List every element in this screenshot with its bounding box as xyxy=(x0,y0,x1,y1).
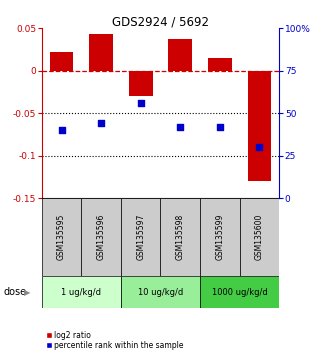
Text: GSM135595: GSM135595 xyxy=(57,214,66,261)
Bar xyxy=(160,198,200,276)
Bar xyxy=(200,198,240,276)
Bar xyxy=(50,52,74,71)
Bar xyxy=(200,276,279,308)
Point xyxy=(99,121,104,126)
Bar xyxy=(42,198,81,276)
Text: dose: dose xyxy=(3,287,26,297)
Bar xyxy=(81,198,121,276)
Point xyxy=(59,127,64,133)
Bar xyxy=(247,71,271,181)
Point xyxy=(138,100,143,106)
Bar xyxy=(89,34,113,71)
Point xyxy=(257,144,262,150)
Bar xyxy=(169,39,192,71)
Point xyxy=(178,124,183,130)
Legend: log2 ratio, percentile rank within the sample: log2 ratio, percentile rank within the s… xyxy=(46,331,184,350)
Text: GSM135596: GSM135596 xyxy=(97,214,106,261)
Bar xyxy=(240,198,279,276)
Bar xyxy=(121,276,200,308)
Point xyxy=(217,124,222,130)
Bar xyxy=(208,58,232,71)
Bar xyxy=(42,276,121,308)
Bar xyxy=(129,71,152,96)
Text: GSM135600: GSM135600 xyxy=(255,214,264,261)
Text: 1 ug/kg/d: 1 ug/kg/d xyxy=(61,287,101,297)
Title: GDS2924 / 5692: GDS2924 / 5692 xyxy=(112,15,209,28)
Text: GSM135598: GSM135598 xyxy=(176,214,185,260)
Text: ▶: ▶ xyxy=(24,287,30,297)
Bar xyxy=(121,198,160,276)
Text: GSM135599: GSM135599 xyxy=(215,214,224,261)
Text: 10 ug/kg/d: 10 ug/kg/d xyxy=(138,287,183,297)
Text: 1000 ug/kg/d: 1000 ug/kg/d xyxy=(212,287,268,297)
Text: GSM135597: GSM135597 xyxy=(136,214,145,261)
